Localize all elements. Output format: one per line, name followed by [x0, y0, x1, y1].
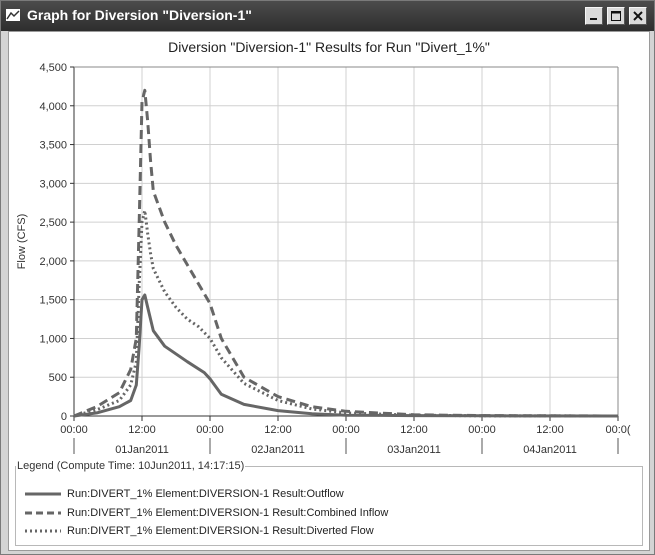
y-tick-label: 3,500 — [39, 140, 67, 152]
maximize-button[interactable] — [607, 7, 625, 25]
maximize-icon — [611, 11, 621, 21]
date-label: 02Jan2011 — [251, 444, 305, 456]
x-tick-label: 12:00 — [264, 424, 292, 436]
y-tick-label: 4,000 — [39, 101, 67, 113]
chart-title: Diversion "Diversion-1" Results for Run … — [168, 39, 490, 55]
x-tick-label: 12:00 — [128, 424, 156, 436]
y-tick-label: 3,000 — [39, 178, 67, 190]
x-tick-label: 00:00 — [468, 424, 496, 436]
x-tick-label: 12:00 — [536, 424, 564, 436]
x-tick-label: 12:00 — [400, 424, 428, 436]
legend-title: Legend (Compute Time: 10Jun2011, 14:17:1… — [16, 460, 246, 472]
window-title: Graph for Diversion "Diversion-1" — [27, 7, 252, 23]
y-tick-label: 2,500 — [39, 217, 67, 229]
legend-swatch-solid — [25, 492, 61, 496]
date-label: 04Jan2011 — [523, 444, 577, 456]
y-tick-label: 4,500 — [39, 62, 67, 74]
close-icon — [633, 11, 643, 21]
x-tick-label: 00:00 — [332, 424, 360, 436]
y-tick-label: 2,000 — [39, 256, 67, 268]
chart-app-icon — [6, 9, 20, 21]
x-tick-label: 00:00 — [60, 424, 88, 436]
y-tick-label: 0 — [61, 411, 67, 423]
legend-box — [15, 466, 643, 546]
date-label: 01Jan2011 — [115, 444, 169, 456]
x-tick-label: 00:0( — [605, 424, 630, 436]
x-tick-label: 00:00 — [196, 424, 224, 436]
title-bar[interactable]: Graph for Diversion "Diversion-1" — [1, 1, 654, 31]
series-line-dashed — [73, 88, 619, 418]
legend-swatch-dotted — [25, 529, 61, 533]
date-label: 03Jan2011 — [387, 444, 441, 456]
legend-label: Run:DIVERT_1% Element:DIVERSION-1 Result… — [67, 507, 389, 519]
y-axis-label: Flow (CFS) — [16, 214, 28, 270]
legend-swatch-dashed — [25, 511, 61, 515]
flow-chart: 0 500 1,000 1,500 2,000 2,500 3,000 3,500 4,000 4… — [16, 62, 631, 456]
series-line-solid — [73, 293, 619, 418]
y-tick-label: 500 — [49, 372, 67, 384]
minimize-icon — [590, 18, 597, 20]
y-tick-label: 1,000 — [39, 333, 67, 345]
minimize-button[interactable] — [585, 7, 603, 25]
close-button[interactable] — [629, 7, 647, 25]
legend-label: Run:DIVERT_1% Element:DIVERSION-1 Result… — [67, 488, 344, 500]
chart-panel: Diversion "Diversion-1" Results for Run … — [8, 31, 650, 551]
y-tick-label: 1,500 — [39, 295, 67, 307]
legend-label: Run:DIVERT_1% Element:DIVERSION-1 Result… — [67, 525, 374, 537]
